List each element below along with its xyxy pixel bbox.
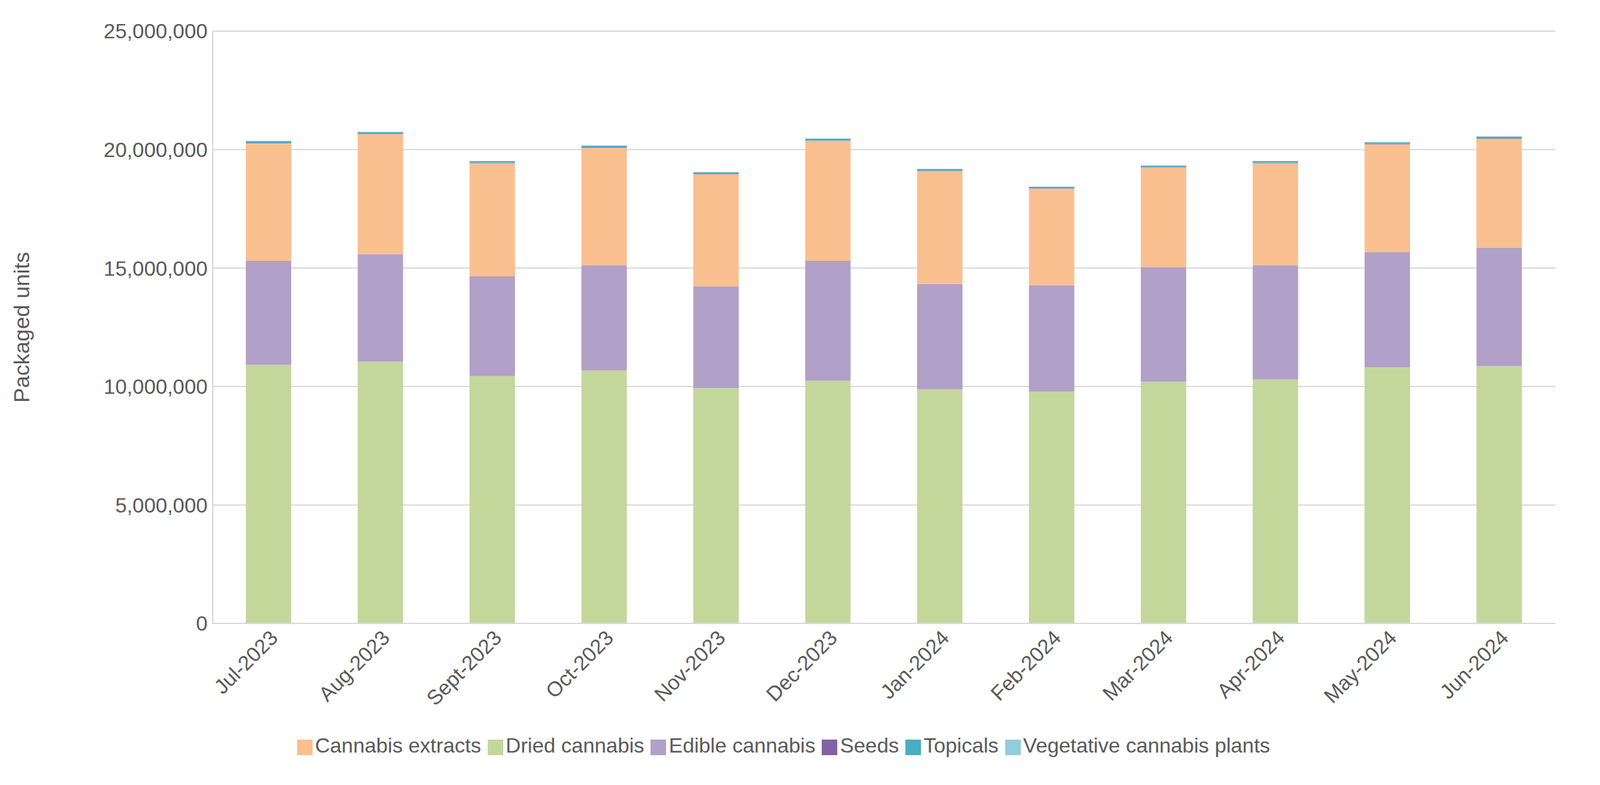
svg-text:Dec-2023: Dec-2023	[761, 625, 842, 707]
svg-text:Mar-2024: Mar-2024	[1098, 625, 1178, 705]
svg-text:Jul-2023: Jul-2023	[209, 625, 283, 699]
html-text:Topicals: Topicals	[923, 733, 999, 757]
svg-text:Packaged units: Packaged units	[9, 251, 34, 403]
svg-text:Aug-2023: Aug-2023	[313, 625, 395, 707]
svg-text:20,000,000: 20,000,000	[103, 138, 208, 162]
svg-text:10,000,000: 10,000,000	[103, 374, 208, 399]
svg-text:15,000,000: 15,000,000	[103, 256, 208, 281]
svg-text:25,000,000: 25,000,000	[103, 19, 208, 43]
svg-text:May-2024: May-2024	[1319, 625, 1401, 708]
html-text:Cannabis extracts: Cannabis extracts	[315, 733, 482, 757]
svg-text:Jan-2024: Jan-2024	[875, 625, 954, 704]
svg-text:Nov-2023: Nov-2023	[649, 625, 731, 707]
svg-text:Jun-2024: Jun-2024	[1435, 625, 1514, 704]
svg-text:Apr-2024: Apr-2024	[1212, 625, 1290, 704]
svg-text:5,000,000: 5,000,000	[115, 493, 208, 517]
svg-text:Feb-2024: Feb-2024	[985, 625, 1065, 705]
svg-text:0: 0	[195, 611, 208, 635]
svg-text:Sept-2023: Sept-2023	[421, 625, 506, 711]
html-text:Dried cannabis: Dried cannabis	[505, 733, 645, 757]
html-text:Edible cannabis: Edible cannabis	[668, 733, 816, 757]
svg-text:Oct-2023: Oct-2023	[540, 625, 619, 704]
html-text:Seeds: Seeds	[840, 733, 899, 757]
html-text:Vegetative cannabis plants: Vegetative cannabis plants	[1023, 733, 1271, 757]
